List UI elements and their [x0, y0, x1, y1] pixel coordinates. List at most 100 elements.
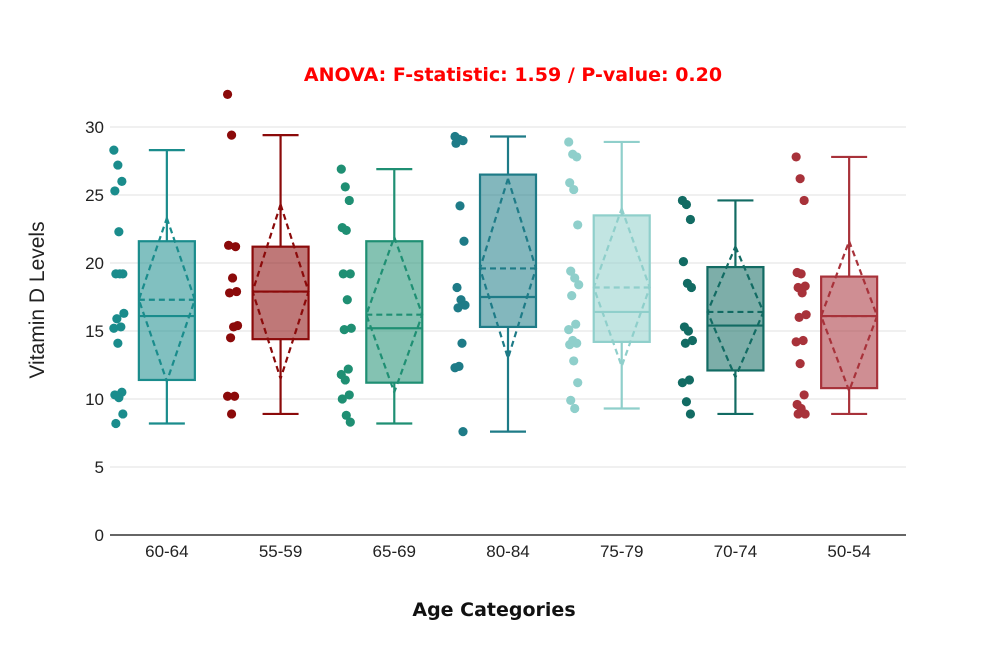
data-point	[453, 303, 463, 313]
data-point	[572, 152, 582, 162]
x-tick-label: 80-84	[486, 542, 529, 561]
iqr-box	[820, 275, 879, 390]
x-tick-label: 65-69	[373, 542, 416, 561]
x-axis-label: Age Categories	[412, 599, 575, 621]
x-tick-label: 70-74	[714, 542, 757, 561]
iqr-box	[365, 240, 424, 384]
data-point	[572, 338, 582, 348]
y-tick-label: 10	[85, 390, 104, 409]
data-point	[113, 160, 123, 170]
data-point	[110, 186, 120, 196]
data-point	[566, 395, 576, 405]
data-point	[341, 225, 351, 235]
data-point	[339, 325, 349, 335]
iqr-box	[706, 265, 765, 372]
data-point	[677, 378, 688, 388]
data-point	[224, 288, 235, 298]
data-point	[570, 403, 580, 414]
box-group-60-64	[109, 145, 197, 429]
data-point	[573, 220, 583, 230]
iqr-box	[251, 245, 310, 341]
data-point	[345, 417, 355, 427]
boxes	[109, 89, 879, 437]
data-point	[565, 178, 575, 188]
sd-diamond	[592, 205, 651, 370]
data-point	[687, 335, 698, 346]
data-point	[458, 427, 468, 437]
data-point	[109, 145, 119, 155]
data-point	[340, 182, 350, 192]
data-point	[460, 300, 470, 310]
box-group-55-59	[222, 89, 310, 419]
data-point	[570, 273, 580, 283]
data-point	[685, 214, 696, 225]
data-point	[341, 410, 351, 420]
data-point	[346, 323, 356, 333]
data-point	[573, 378, 583, 388]
data-point	[791, 337, 801, 347]
data-point	[678, 257, 689, 267]
data-point	[574, 280, 584, 290]
data-point	[222, 89, 233, 99]
x-tick-label: 55-59	[259, 542, 302, 561]
sd-diamond	[251, 200, 310, 383]
data-point	[227, 273, 238, 283]
data-point	[344, 195, 354, 206]
data-point	[222, 391, 233, 401]
data-point	[799, 195, 809, 206]
data-point	[118, 409, 128, 419]
y-tick-label: 20	[85, 254, 104, 273]
data-point	[229, 391, 240, 401]
data-point	[799, 390, 809, 400]
iqr-box	[478, 173, 538, 329]
data-point	[111, 418, 121, 429]
data-point	[567, 291, 577, 301]
data-point	[226, 130, 237, 140]
data-point	[571, 319, 581, 329]
y-tick-label: 30	[85, 118, 104, 137]
data-point	[797, 288, 807, 298]
data-point	[683, 326, 694, 336]
sd-diamond	[819, 238, 879, 394]
data-point	[451, 138, 461, 148]
x-tick-label: 75-79	[600, 542, 643, 561]
data-point	[458, 136, 468, 146]
data-point	[454, 361, 464, 371]
data-point	[230, 242, 241, 252]
x-tick-label: 50-54	[827, 542, 870, 561]
data-point	[457, 338, 467, 348]
y-tick-label: 25	[85, 186, 104, 205]
data-point	[794, 312, 804, 322]
data-point	[338, 269, 348, 279]
data-point	[686, 282, 697, 293]
data-point	[684, 375, 695, 385]
data-point	[342, 295, 352, 305]
data-point	[345, 269, 355, 279]
y-axis-label: Vitamin D Levels	[26, 221, 49, 378]
data-point	[459, 236, 469, 246]
y-tick-label: 5	[95, 458, 104, 477]
x-axis-ticks: 60-64 55-59 65-69 80-84 75-79 70-74 50-54	[145, 542, 871, 561]
data-point	[798, 335, 808, 346]
data-point	[564, 137, 574, 147]
iqr-box	[592, 214, 651, 343]
data-point	[117, 176, 127, 186]
data-point	[564, 325, 574, 335]
data-point	[681, 397, 692, 407]
iqr-box	[137, 240, 196, 382]
y-axis-ticks: 0 5 10 15 20 25 30	[85, 118, 104, 545]
data-point	[565, 340, 575, 350]
data-point	[115, 269, 125, 279]
data-point	[569, 184, 579, 195]
data-point	[343, 364, 353, 374]
x-tick-label: 60-64	[145, 542, 188, 561]
data-point	[113, 338, 123, 348]
data-point	[795, 359, 805, 369]
box-group-75-79	[564, 137, 651, 414]
data-point	[793, 409, 803, 419]
data-point	[116, 322, 126, 332]
chart-title: ANOVA: F-statistic: 1.59 / P-value: 0.20	[304, 64, 722, 86]
y-tick-label: 0	[95, 526, 104, 545]
box-group-70-74	[677, 195, 765, 419]
data-point	[566, 266, 576, 276]
